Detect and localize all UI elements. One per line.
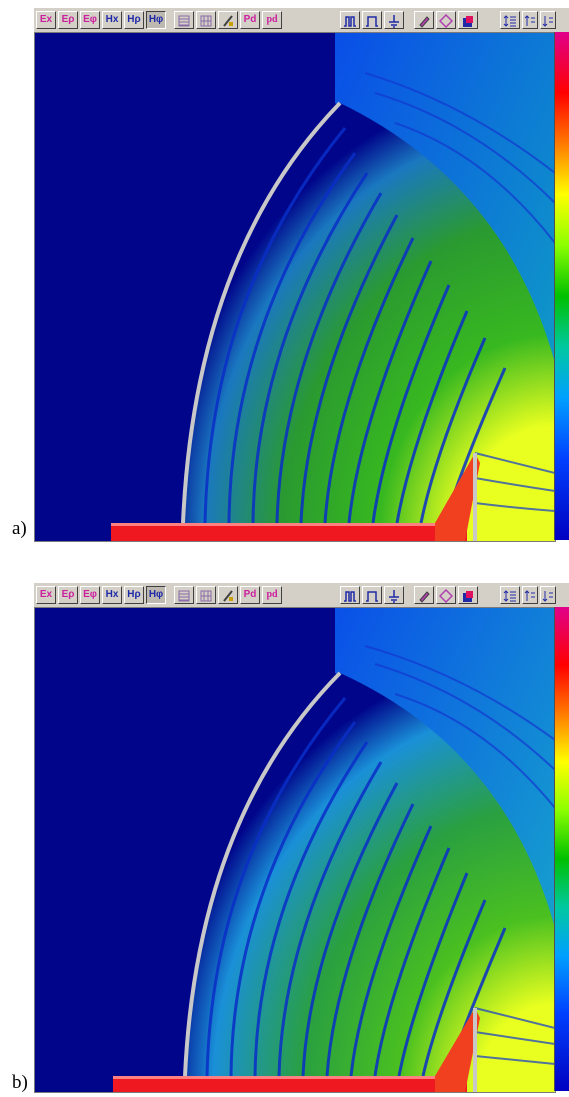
field-plot[interactable] [34, 607, 556, 1093]
panel-caption: b) [12, 1072, 28, 1093]
pulse-icon [344, 15, 356, 27]
erase-button[interactable] [414, 11, 434, 29]
ground-button[interactable] [384, 11, 404, 29]
scale-up-button[interactable] [500, 11, 520, 29]
step-icon [366, 590, 378, 602]
color-scale-bar [554, 32, 569, 540]
shape-button[interactable] [436, 11, 456, 29]
panel-b: Ex Eρ Eφ Hx Hρ Hφ Pd pd [0, 583, 569, 1097]
ephi-button[interactable]: Eφ [80, 586, 100, 604]
erho-button[interactable]: Eρ [58, 586, 78, 604]
step-icon [366, 15, 378, 27]
grid-icon [178, 590, 190, 601]
material-button[interactable] [218, 11, 238, 29]
scale-mid-icon [524, 589, 535, 601]
panel-caption: a) [12, 518, 27, 539]
ephi-button[interactable]: Eφ [80, 11, 100, 29]
hx-button[interactable]: Hx [102, 586, 122, 604]
mesh-button[interactable] [196, 586, 216, 604]
ground-icon [389, 589, 399, 603]
scale-mid-button[interactable] [522, 586, 538, 604]
toolbar: Ex Eρ Eφ Hx Hρ Hφ Pd pd [34, 583, 569, 608]
scale-up-icon [503, 14, 516, 27]
scale-mid-button[interactable] [522, 11, 538, 29]
hrho-button[interactable]: Hρ [124, 586, 144, 604]
shape-icon [439, 13, 453, 28]
color-button[interactable] [458, 11, 478, 29]
color-icon [463, 590, 473, 602]
material-button[interactable] [218, 586, 238, 604]
erase-icon [419, 590, 430, 603]
color-button[interactable] [458, 586, 478, 604]
ground-icon [389, 14, 399, 28]
grid-button[interactable] [174, 586, 194, 604]
step-button[interactable] [362, 586, 382, 604]
mesh-button[interactable] [196, 11, 216, 29]
color-icon [463, 15, 473, 27]
scale-down-icon [542, 15, 553, 27]
ex-button[interactable]: Ex [36, 586, 56, 604]
mesh-icon [200, 590, 212, 601]
material-icon [223, 14, 233, 27]
pulse-button[interactable] [340, 586, 360, 604]
scale-down-button[interactable] [540, 586, 556, 604]
scale-up-icon [503, 589, 516, 602]
hphi-button[interactable]: Hφ [146, 586, 166, 604]
shape-button[interactable] [436, 586, 456, 604]
erase-icon [419, 15, 430, 28]
ground-button[interactable] [384, 586, 404, 604]
scale-down-button[interactable] [540, 11, 556, 29]
color-scale-bar [554, 607, 569, 1091]
step-button[interactable] [362, 11, 382, 29]
ex-button[interactable]: Ex [36, 11, 56, 29]
scale-mid-icon [524, 14, 535, 26]
pd-lower-button[interactable]: pd [262, 586, 282, 604]
toolbar: Ex Eρ Eφ Hx Hρ Hφ Pd pd [34, 8, 569, 33]
pd-upper-button[interactable]: Pd [240, 586, 260, 604]
hphi-button[interactable]: Hφ [146, 11, 166, 29]
hx-button[interactable]: Hx [102, 11, 122, 29]
pd-lower-button[interactable]: pd [262, 11, 282, 29]
field-plot[interactable] [34, 32, 556, 542]
shape-icon [439, 588, 453, 603]
grid-icon [178, 15, 190, 26]
field-map [35, 608, 555, 1092]
pulse-button[interactable] [340, 11, 360, 29]
pulse-icon [344, 590, 356, 602]
material-icon [223, 589, 233, 602]
panel-a: Ex Eρ Eφ Hx Hρ Hφ Pd pd [0, 0, 569, 545]
field-map [35, 33, 555, 541]
scale-down-icon [542, 590, 553, 602]
erho-button[interactable]: Eρ [58, 11, 78, 29]
hrho-button[interactable]: Hρ [124, 11, 144, 29]
mesh-icon [200, 15, 212, 26]
pd-upper-button[interactable]: Pd [240, 11, 260, 29]
grid-button[interactable] [174, 11, 194, 29]
erase-button[interactable] [414, 586, 434, 604]
scale-up-button[interactable] [500, 586, 520, 604]
